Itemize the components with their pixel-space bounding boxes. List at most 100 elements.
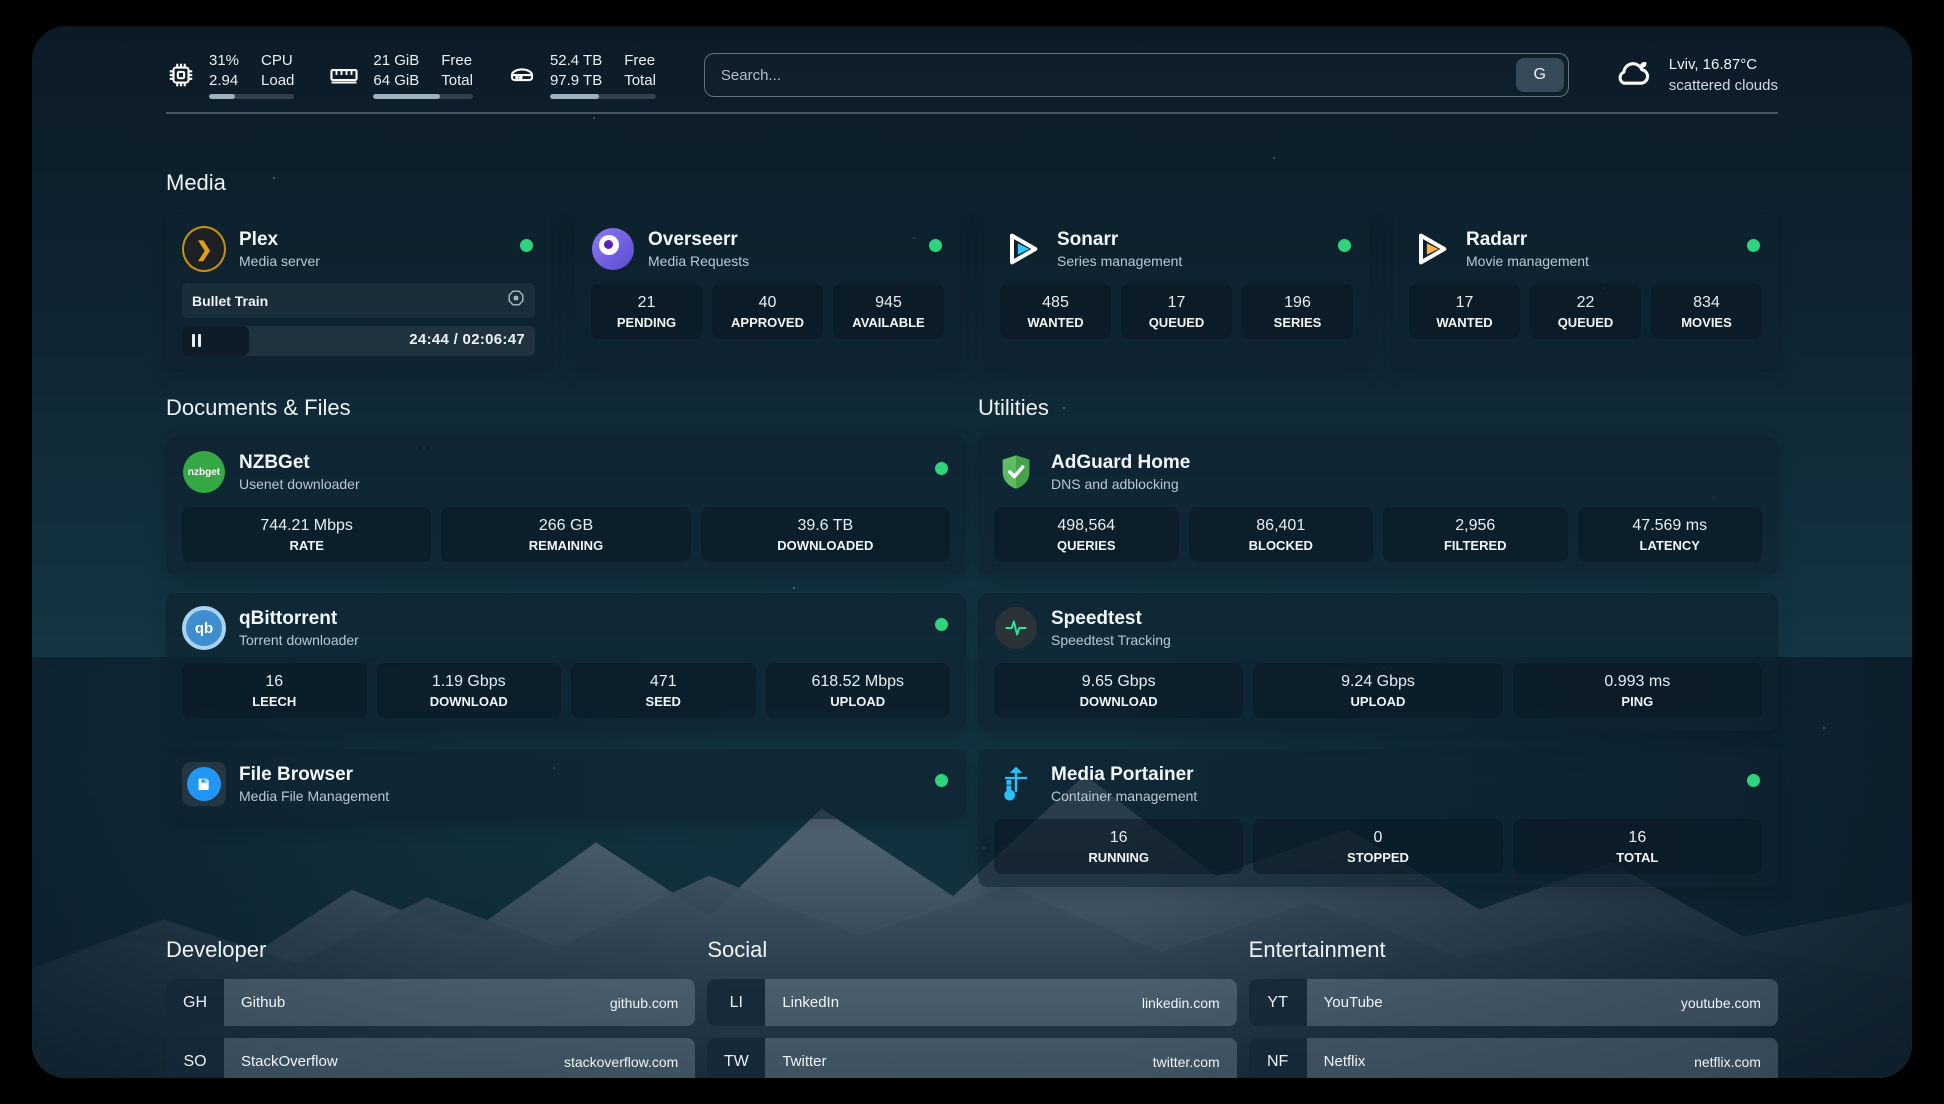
- app-name: Overseerr: [648, 229, 738, 250]
- disk-free-label: Free: [624, 51, 656, 69]
- app-card-speedtest[interactable]: Speedtest Speedtest Tracking 9.65 Gbps D…: [978, 593, 1778, 731]
- stat-tile: 9.65 Gbps DOWNLOAD: [994, 663, 1244, 718]
- utilities-section: Utilities: [978, 395, 1778, 887]
- stat-tile: 16 RUNNING: [994, 819, 1244, 874]
- utilities-section-title: Utilities: [978, 395, 1049, 420]
- entertainment-section-title: Entertainment: [1248, 937, 1386, 962]
- header-divider: [166, 112, 1778, 114]
- app-card-filebrowser[interactable]: File Browser Media File Management: [166, 749, 966, 819]
- stat-tile: 618.52 Mbps UPLOAD: [765, 663, 950, 718]
- disk-progress-bar: [549, 93, 656, 99]
- plex-icon: ❯: [182, 226, 226, 272]
- app-card-nzbget[interactable]: nzbget NZBGet Usenet downloader 744.21 M…: [166, 437, 966, 575]
- disk-free-value: 52.4 TB: [549, 51, 603, 69]
- app-card-adguard[interactable]: AdGuard Home DNS and adblocking 498,564 …: [978, 437, 1778, 575]
- app-card-portainer[interactable]: Media Portainer Container management 16 …: [978, 749, 1778, 887]
- top-bar: 31% 2.94 CPU Load: [166, 26, 1778, 100]
- weather-condition: scattered clouds: [1668, 77, 1778, 94]
- playback-progress-bar[interactable]: 24:44 / 02:06:47: [182, 326, 535, 356]
- social-section: Social LI LinkedIn linkedin.com TW Twitt…: [707, 937, 1237, 1078]
- app-subtitle: Speedtest Tracking: [1051, 632, 1171, 648]
- app-card-sonarr[interactable]: Sonarr Series management 485 WANTED 17 Q…: [984, 214, 1369, 369]
- dashboard-window: 31% 2.94 CPU Load: [32, 26, 1912, 1078]
- stat-tile: 945 AVAILABLE: [833, 284, 944, 339]
- memory-stat: 21 GiB 64 GiB Free Total: [328, 52, 473, 99]
- app-subtitle: Media Requests: [648, 253, 750, 269]
- link-linkedin[interactable]: LI LinkedIn linkedin.com: [707, 979, 1237, 1026]
- stat-tile: 17 WANTED: [1409, 284, 1520, 339]
- portainer-icon: [994, 762, 1038, 806]
- session-icon: [507, 289, 525, 312]
- cpu-stat: 31% 2.94 CPU Load: [166, 51, 295, 99]
- cloud-icon: [1613, 56, 1655, 95]
- stat-tile: 1.19 Gbps DOWNLOAD: [376, 663, 561, 718]
- memory-total-label: Total: [441, 71, 473, 89]
- status-dot: [1338, 239, 1351, 252]
- stat-tile: 834 MOVIES: [1651, 284, 1762, 339]
- app-card-overseerr[interactable]: Overseerr Media Requests 21 PENDING 40 A…: [575, 214, 960, 369]
- filebrowser-icon: [182, 762, 226, 806]
- app-subtitle: DNS and adblocking: [1051, 476, 1179, 492]
- stat-tile: 47.569 ms LATENCY: [1577, 507, 1762, 562]
- search-bar: G: [703, 53, 1569, 97]
- link-name: Netflix: [1323, 1053, 1366, 1070]
- link-github[interactable]: GH Github github.com: [166, 979, 696, 1026]
- documents-section: Documents & Files nzbget NZBGet Usenet d…: [166, 395, 966, 887]
- link-name: Twitter: [782, 1053, 827, 1070]
- app-name: Radarr: [1466, 229, 1528, 250]
- stat-tile: 196 SERIES: [1242, 284, 1353, 339]
- link-abbr: LI: [707, 979, 766, 1026]
- app-name: NZBGet: [239, 452, 310, 473]
- stat-tile: 39.6 TB DOWNLOADED: [700, 507, 950, 562]
- status-dot: [1747, 774, 1760, 787]
- cpu-usage-value: 31%: [209, 51, 240, 69]
- app-name: Media Portainer: [1051, 764, 1194, 785]
- app-card-radarr[interactable]: Radarr Movie management 17 WANTED 22 QUE…: [1393, 214, 1778, 369]
- weather-widget[interactable]: Lviv, 16.87°C scattered clouds: [1613, 55, 1778, 95]
- link-name: LinkedIn: [782, 994, 840, 1011]
- entertainment-section: Entertainment YT YouTube youtube.com NF …: [1248, 937, 1778, 1078]
- link-twitter[interactable]: TW Twitter twitter.com: [707, 1038, 1237, 1078]
- link-youtube[interactable]: YT YouTube youtube.com: [1248, 979, 1778, 1026]
- app-subtitle: Movie management: [1466, 253, 1589, 269]
- disk-stat: 52.4 TB 97.9 TB Free Total: [507, 52, 656, 99]
- cpu-load-label: Load: [261, 71, 295, 89]
- status-dot: [935, 774, 948, 787]
- developer-section-title: Developer: [166, 937, 267, 962]
- memory-icon: [328, 60, 360, 90]
- link-abbr: NF: [1248, 1038, 1307, 1078]
- link-url: youtube.com: [1680, 994, 1761, 1011]
- app-card-plex[interactable]: ❯ Plex Media server Bullet Train: [166, 214, 551, 369]
- cpu-progress-bar: [209, 93, 295, 99]
- app-subtitle: Container management: [1051, 788, 1198, 804]
- memory-progress-bar: [373, 93, 473, 99]
- search-engine-button[interactable]: G: [1515, 58, 1564, 92]
- developer-section: Developer GH Github github.com SO StackO…: [166, 937, 696, 1078]
- link-stackoverflow[interactable]: SO StackOverflow stackoverflow.com: [166, 1038, 696, 1078]
- stat-tile: 16 TOTAL: [1512, 819, 1762, 874]
- link-url: linkedin.com: [1141, 994, 1220, 1011]
- stat-tile: 0.993 ms PING: [1512, 663, 1762, 718]
- qbittorrent-icon: qb: [182, 606, 226, 650]
- stat-tile: 0 STOPPED: [1253, 819, 1503, 874]
- cpu-label: CPU: [261, 51, 293, 69]
- media-section: Media ❯ Plex Media server Bullet Train: [166, 170, 1778, 369]
- link-netflix[interactable]: NF Netflix netflix.com: [1248, 1038, 1778, 1078]
- link-url: twitter.com: [1152, 1053, 1220, 1070]
- adguard-icon: [994, 450, 1038, 494]
- app-subtitle: Torrent downloader: [239, 632, 359, 648]
- app-name: Speedtest: [1051, 608, 1142, 629]
- search-input[interactable]: [703, 53, 1569, 97]
- stat-tile: 22 QUEUED: [1530, 284, 1641, 339]
- stat-tile: 471 SEED: [571, 663, 756, 718]
- app-card-qbittorrent[interactable]: qb qBittorrent Torrent downloader 16 LEE…: [166, 593, 966, 731]
- memory-free-label: Free: [441, 51, 473, 69]
- link-abbr: SO: [166, 1038, 224, 1078]
- overseerr-icon: [592, 228, 634, 270]
- documents-section-title: Documents & Files: [166, 395, 351, 420]
- link-name: Github: [241, 994, 286, 1011]
- app-subtitle: Media server: [239, 253, 320, 269]
- link-url: netflix.com: [1694, 1053, 1761, 1070]
- link-abbr: YT: [1248, 979, 1307, 1026]
- background-snow-particles: [32, 26, 36, 30]
